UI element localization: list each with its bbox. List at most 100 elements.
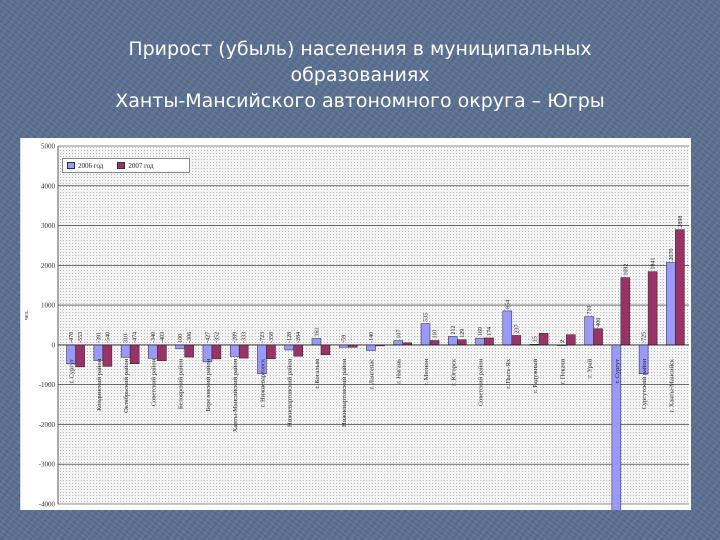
data-label: -474 [133, 332, 139, 343]
category-label: г. Ханты-Мансийск [668, 358, 675, 412]
bar-2006 [120, 344, 131, 358]
title-line-1: Прирост (убыль) населения в муниципальны… [128, 38, 592, 60]
title-line-3: Ханты-Мансийского автономного округа – Ю… [115, 90, 605, 112]
bar-2006 [148, 344, 158, 359]
data-label: -553 [78, 332, 84, 343]
bar-2007 [320, 344, 331, 356]
category-label: Октябрьский район [123, 358, 130, 413]
category-label: г. Сургут [614, 359, 621, 384]
legend-item-2007: 2007 год [117, 161, 154, 170]
bar-2007 [129, 344, 140, 364]
data-label: -540 [105, 332, 111, 343]
bar-2007 [484, 337, 494, 346]
data-label: -403 [160, 332, 166, 343]
data-label: -284 [296, 332, 302, 343]
data-label: -289 [233, 332, 239, 343]
data-label: 169 [478, 327, 484, 336]
bar-2006 [502, 310, 513, 346]
data-label: 535 [424, 313, 430, 322]
data-label: 212 [451, 325, 457, 334]
bar-2006 [311, 338, 322, 346]
bar-2007 [538, 333, 549, 346]
bar-2007 [457, 339, 467, 346]
data-label: 2070 [669, 249, 675, 261]
category-label: г. Покачи [559, 358, 566, 384]
category-label: Березовский район [205, 358, 212, 411]
category-label: г. Радужный [532, 358, 539, 392]
data-label: -723 [260, 332, 266, 343]
y-tick-label: -2000 [39, 421, 56, 429]
bar-2006 [584, 316, 594, 346]
y-tick-label: 5000 [41, 143, 56, 151]
category-label: Нижневартовский район [287, 358, 294, 427]
data-label: -478 [69, 332, 75, 343]
bar-2006 [448, 336, 458, 346]
data-label: -333 [242, 332, 248, 343]
category-label: Советский район [150, 358, 157, 406]
bar-2006 [284, 344, 294, 351]
data-label: -59 [342, 335, 348, 343]
bar-2006 [229, 344, 240, 357]
y-tick-label: -4000 [39, 501, 56, 509]
data-label: 15 [533, 336, 539, 342]
category-label: г. Пыть-Ях [505, 358, 512, 389]
category-label: Нижневартовский район [341, 358, 348, 427]
bar-2007 [238, 344, 249, 359]
data-label: -340 [151, 332, 157, 343]
bar-2006 [393, 340, 404, 346]
bar-2007 [184, 344, 194, 358]
data-label: -140 [369, 332, 375, 343]
chart-legend: 2006 год 2007 год [62, 158, 190, 173]
bar-2007 [647, 271, 658, 346]
data-label: 854 [505, 300, 511, 309]
bar-2007 [566, 334, 576, 346]
bar-2007 [620, 277, 631, 346]
data-label: 406 [596, 318, 602, 327]
legend-swatch-2007 [117, 162, 126, 169]
category-label: г. Лангепас [369, 359, 376, 390]
data-label: 1841 [651, 258, 657, 270]
title-line-2: образованиях [290, 64, 430, 86]
data-label: 1692 [623, 264, 629, 276]
bar-2007 [157, 344, 167, 362]
data-label: -427 [205, 332, 211, 343]
legend-label-2007: 2007 год [128, 161, 154, 170]
legend-label-2006: 2006 год [78, 161, 104, 170]
bar-2007 [429, 340, 440, 346]
category-label: г. Югорск [450, 358, 457, 386]
bar-2007 [102, 344, 113, 367]
data-label: -725 [642, 332, 648, 343]
category-label: Кондинский район [96, 358, 103, 410]
bar-2007 [593, 328, 603, 346]
data-label: 710 [587, 306, 593, 315]
data-label: 310 [124, 334, 130, 343]
y-tick-label: 4000 [41, 182, 56, 190]
bar-2007 [511, 335, 522, 346]
data-label: -128 [287, 332, 293, 343]
bar-2006 [175, 344, 185, 350]
bar-2007 [75, 344, 85, 368]
y-tick-label: 0 [52, 341, 56, 349]
y-tick-label: -3000 [39, 461, 56, 469]
category-label: Ханты-Мансийский район [232, 358, 239, 432]
slide-title: Прирост (убыль) населения в муниципальны… [40, 36, 680, 114]
category-label: г. Нягань [396, 359, 403, 384]
bar-2007 [266, 344, 276, 360]
chart-frame: -4000 -3000 -2000 -1000 0 1000 2000 3000 4000 500… [20, 138, 691, 510]
data-label: 107 [396, 330, 402, 339]
y-axis-title: чел. [24, 309, 30, 320]
category-label: г. Сургут [69, 359, 76, 384]
category-label: Сургутский район [641, 358, 648, 409]
y-tick-label: -1000 [39, 381, 56, 389]
data-label: 2 [560, 340, 566, 343]
bar-2007 [675, 229, 685, 346]
category-label: г. Нижневартовск [259, 358, 266, 407]
category-label: г. Когалым [314, 359, 321, 389]
data-label: 161 [314, 327, 320, 336]
bar-2007 [293, 344, 303, 357]
y-tick-label: 3000 [41, 222, 56, 230]
data-label: 2898 [678, 216, 684, 228]
data-label: -352 [214, 332, 220, 343]
bar-chart: -4000 -3000 -2000 -1000 0 1000 2000 3000 4000 500… [24, 143, 689, 510]
category-label: Белоярский район [178, 358, 185, 409]
